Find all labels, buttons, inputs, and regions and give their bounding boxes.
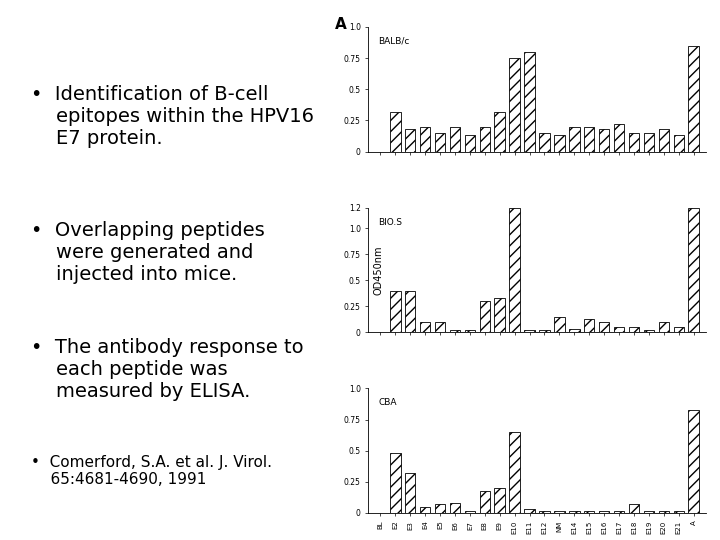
Bar [510, 208, 520, 332]
Bar [599, 129, 609, 152]
Bar [614, 124, 624, 152]
Bar [405, 473, 415, 513]
Bar [569, 510, 580, 513]
Text: CBA: CBA [379, 399, 397, 407]
Bar [629, 327, 639, 332]
Bar [405, 129, 415, 152]
Bar [390, 112, 400, 152]
Bar [464, 136, 475, 152]
Bar [644, 133, 654, 152]
Bar [614, 510, 624, 513]
Bar [539, 330, 549, 332]
Text: A: A [335, 17, 346, 32]
Bar [554, 136, 564, 152]
Bar [450, 503, 460, 513]
Bar [450, 127, 460, 152]
Bar [584, 319, 595, 332]
Text: •  Overlapping peptides
    were generated and
    injected into mice.: • Overlapping peptides were generated an… [31, 221, 265, 285]
Text: BALB/c: BALB/c [379, 37, 410, 46]
Text: OD450nm: OD450nm [373, 245, 383, 295]
Bar [405, 291, 415, 332]
Bar [495, 488, 505, 513]
Bar [510, 58, 520, 152]
Bar [420, 507, 431, 513]
Bar [599, 510, 609, 513]
Bar [629, 504, 639, 513]
Bar [480, 490, 490, 513]
Bar [435, 504, 445, 513]
Bar [464, 330, 475, 332]
Bar [673, 136, 684, 152]
Text: •  Comerford, S.A. et al. J. Virol.
    65:4681-4690, 1991: • Comerford, S.A. et al. J. Virol. 65:46… [31, 455, 272, 487]
Bar [495, 298, 505, 332]
Bar [673, 510, 684, 513]
Bar [420, 322, 431, 332]
Bar [673, 327, 684, 332]
Text: BIO.S: BIO.S [379, 218, 402, 227]
Bar [599, 322, 609, 332]
Bar [435, 133, 445, 152]
Bar [614, 327, 624, 332]
Bar [629, 133, 639, 152]
Bar [524, 509, 535, 513]
Bar [435, 322, 445, 332]
Bar [584, 127, 595, 152]
Bar [644, 510, 654, 513]
Bar [420, 127, 431, 152]
Bar [524, 52, 535, 152]
Bar [480, 127, 490, 152]
Bar [464, 510, 475, 513]
Bar [569, 127, 580, 152]
Bar [659, 322, 669, 332]
Bar [510, 432, 520, 513]
Bar [688, 409, 699, 513]
Bar [390, 453, 400, 513]
Bar [495, 112, 505, 152]
Bar [659, 510, 669, 513]
Bar [569, 329, 580, 332]
Text: •  The antibody response to
    each peptide was
    measured by ELISA.: • The antibody response to each peptide … [31, 338, 304, 401]
Bar [524, 330, 535, 332]
Bar [584, 510, 595, 513]
Bar [539, 510, 549, 513]
Bar [659, 129, 669, 152]
Bar [450, 330, 460, 332]
Bar [688, 46, 699, 152]
Bar [554, 510, 564, 513]
Bar [688, 208, 699, 332]
Bar [390, 291, 400, 332]
Text: •  Identification of B-cell
    epitopes within the HPV16
    E7 protein.: • Identification of B-cell epitopes with… [31, 85, 314, 149]
Bar [644, 330, 654, 332]
Bar [554, 317, 564, 332]
Bar [480, 301, 490, 332]
Bar [539, 133, 549, 152]
